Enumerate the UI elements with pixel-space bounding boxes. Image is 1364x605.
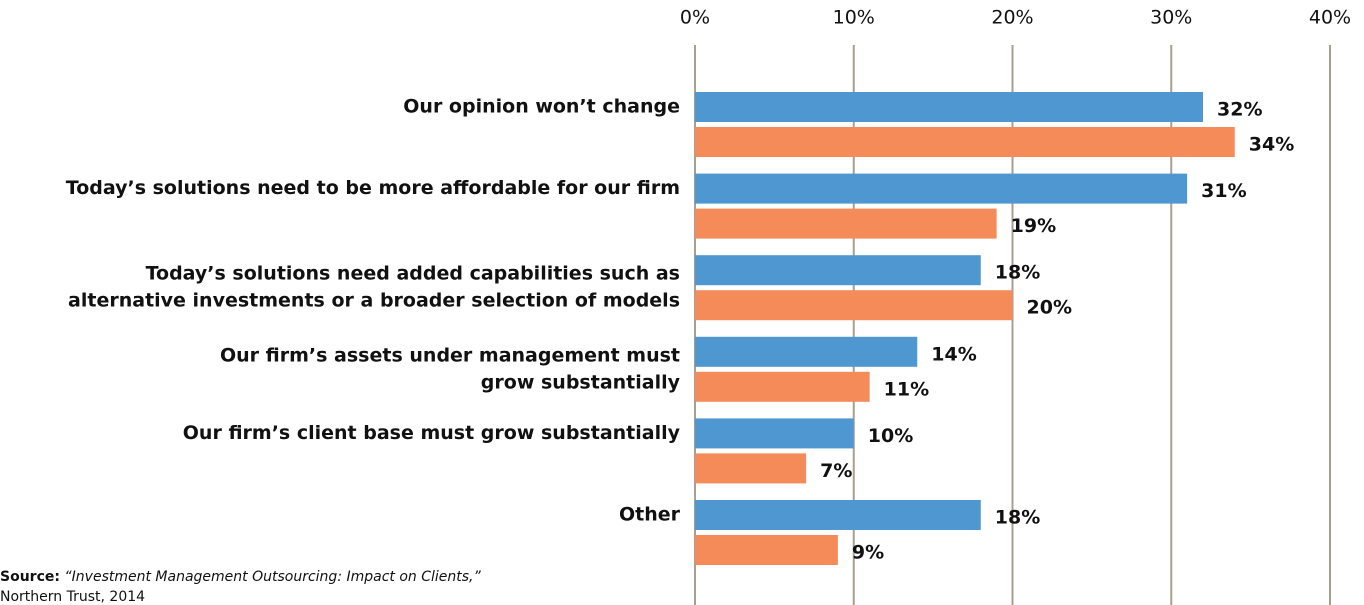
source-title: “Investment Management Outsourcing: Impa… xyxy=(64,569,481,585)
value-label: 9% xyxy=(852,542,884,564)
category-label: Today’s solutions need added capabilitie… xyxy=(146,263,680,285)
category-label: grow substantially xyxy=(481,371,681,393)
category-label: Other xyxy=(619,504,681,526)
value-label: 19% xyxy=(1011,215,1056,237)
bar xyxy=(695,208,997,239)
value-label: 18% xyxy=(995,507,1040,529)
bar xyxy=(695,127,1235,157)
bar xyxy=(695,500,981,530)
value-label: 31% xyxy=(1201,180,1246,202)
value-label: 32% xyxy=(1217,99,1262,121)
value-label: 20% xyxy=(1027,297,1072,319)
category-label: Our firm’s client base must grow substan… xyxy=(183,422,681,444)
category-label: Our firm’s assets under management must xyxy=(220,344,680,366)
bar xyxy=(695,336,918,367)
category-label: alternative investments or a broader sel… xyxy=(68,290,680,312)
bar xyxy=(695,418,854,449)
source: Source: “Investment Management Outsourci… xyxy=(0,569,482,585)
x-tick-label: 10% xyxy=(833,7,875,29)
value-label: 7% xyxy=(820,460,852,482)
bar xyxy=(695,92,1203,122)
bar xyxy=(695,255,981,286)
x-tick-label: 20% xyxy=(991,7,1033,29)
source-publisher: Northern Trust, 2014 xyxy=(0,589,145,605)
value-label: 14% xyxy=(931,343,976,365)
bar xyxy=(695,535,838,565)
bar xyxy=(695,173,1188,204)
value-label: 34% xyxy=(1249,134,1294,156)
value-label: 10% xyxy=(868,425,913,447)
bar xyxy=(695,453,807,484)
bar xyxy=(695,290,1013,321)
category-label: Today’s solutions need to be more afford… xyxy=(66,177,680,199)
value-label: 11% xyxy=(884,378,929,400)
x-tick-label: 0% xyxy=(680,7,710,29)
value-label: 18% xyxy=(995,262,1040,284)
x-tick-label: 40% xyxy=(1309,7,1351,29)
source-label: Source: xyxy=(0,569,60,585)
category-label: Our opinion won’t change xyxy=(403,96,680,118)
bar xyxy=(695,371,870,402)
x-tick-label: 30% xyxy=(1150,7,1192,29)
